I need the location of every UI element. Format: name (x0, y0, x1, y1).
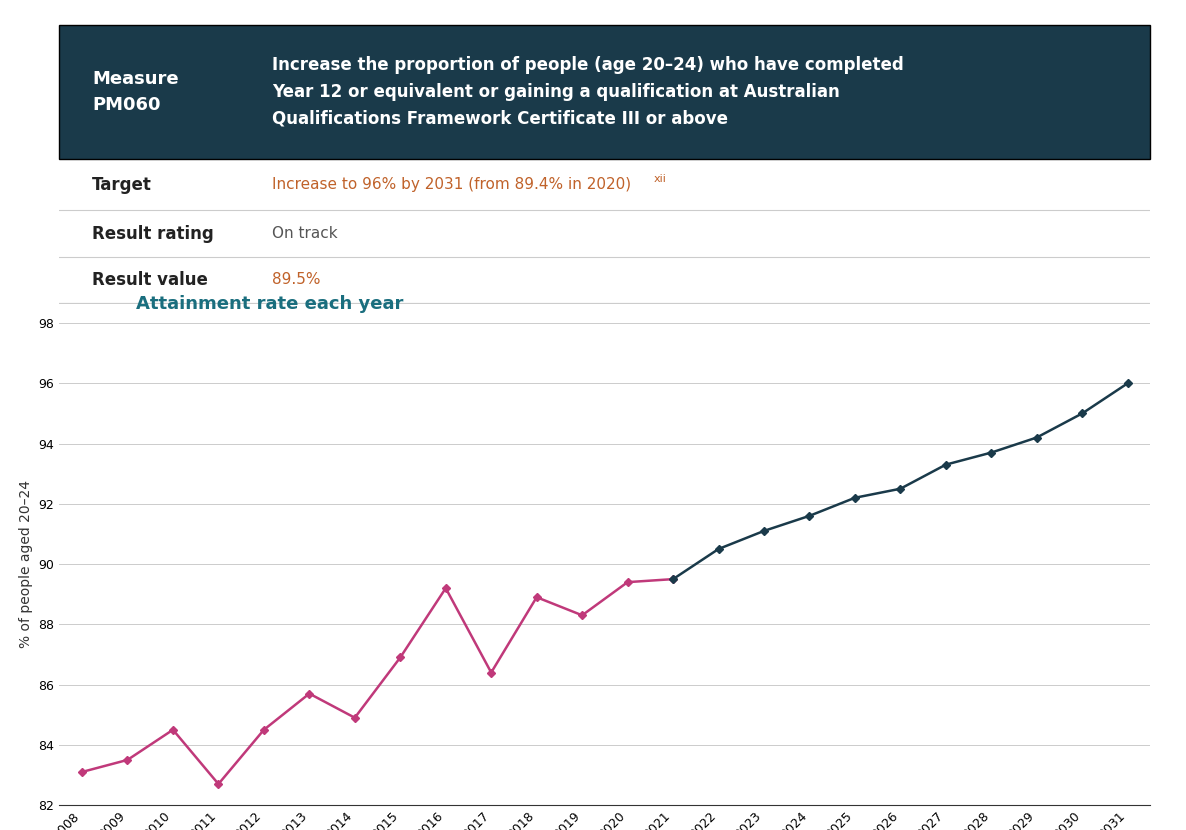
FancyBboxPatch shape (59, 25, 1150, 159)
Text: Measure
PM060: Measure PM060 (93, 70, 179, 114)
Text: Target: Target (93, 176, 152, 193)
Text: Result value: Result value (93, 271, 208, 289)
Text: Increase the proportion of people (age 20–24) who have completed
Year 12 or equi: Increase the proportion of people (age 2… (272, 56, 904, 127)
Text: xii: xii (653, 174, 667, 184)
Text: 89.5%: 89.5% (272, 272, 320, 287)
Text: On track: On track (272, 226, 338, 241)
Text: Attainment rate each year: Attainment rate each year (135, 295, 403, 313)
Text: Increase to 96% by 2031 (from 89.4% in 2020): Increase to 96% by 2031 (from 89.4% in 2… (272, 177, 631, 193)
Y-axis label: % of people aged 20–24: % of people aged 20–24 (19, 480, 33, 648)
Text: Result rating: Result rating (93, 225, 213, 242)
